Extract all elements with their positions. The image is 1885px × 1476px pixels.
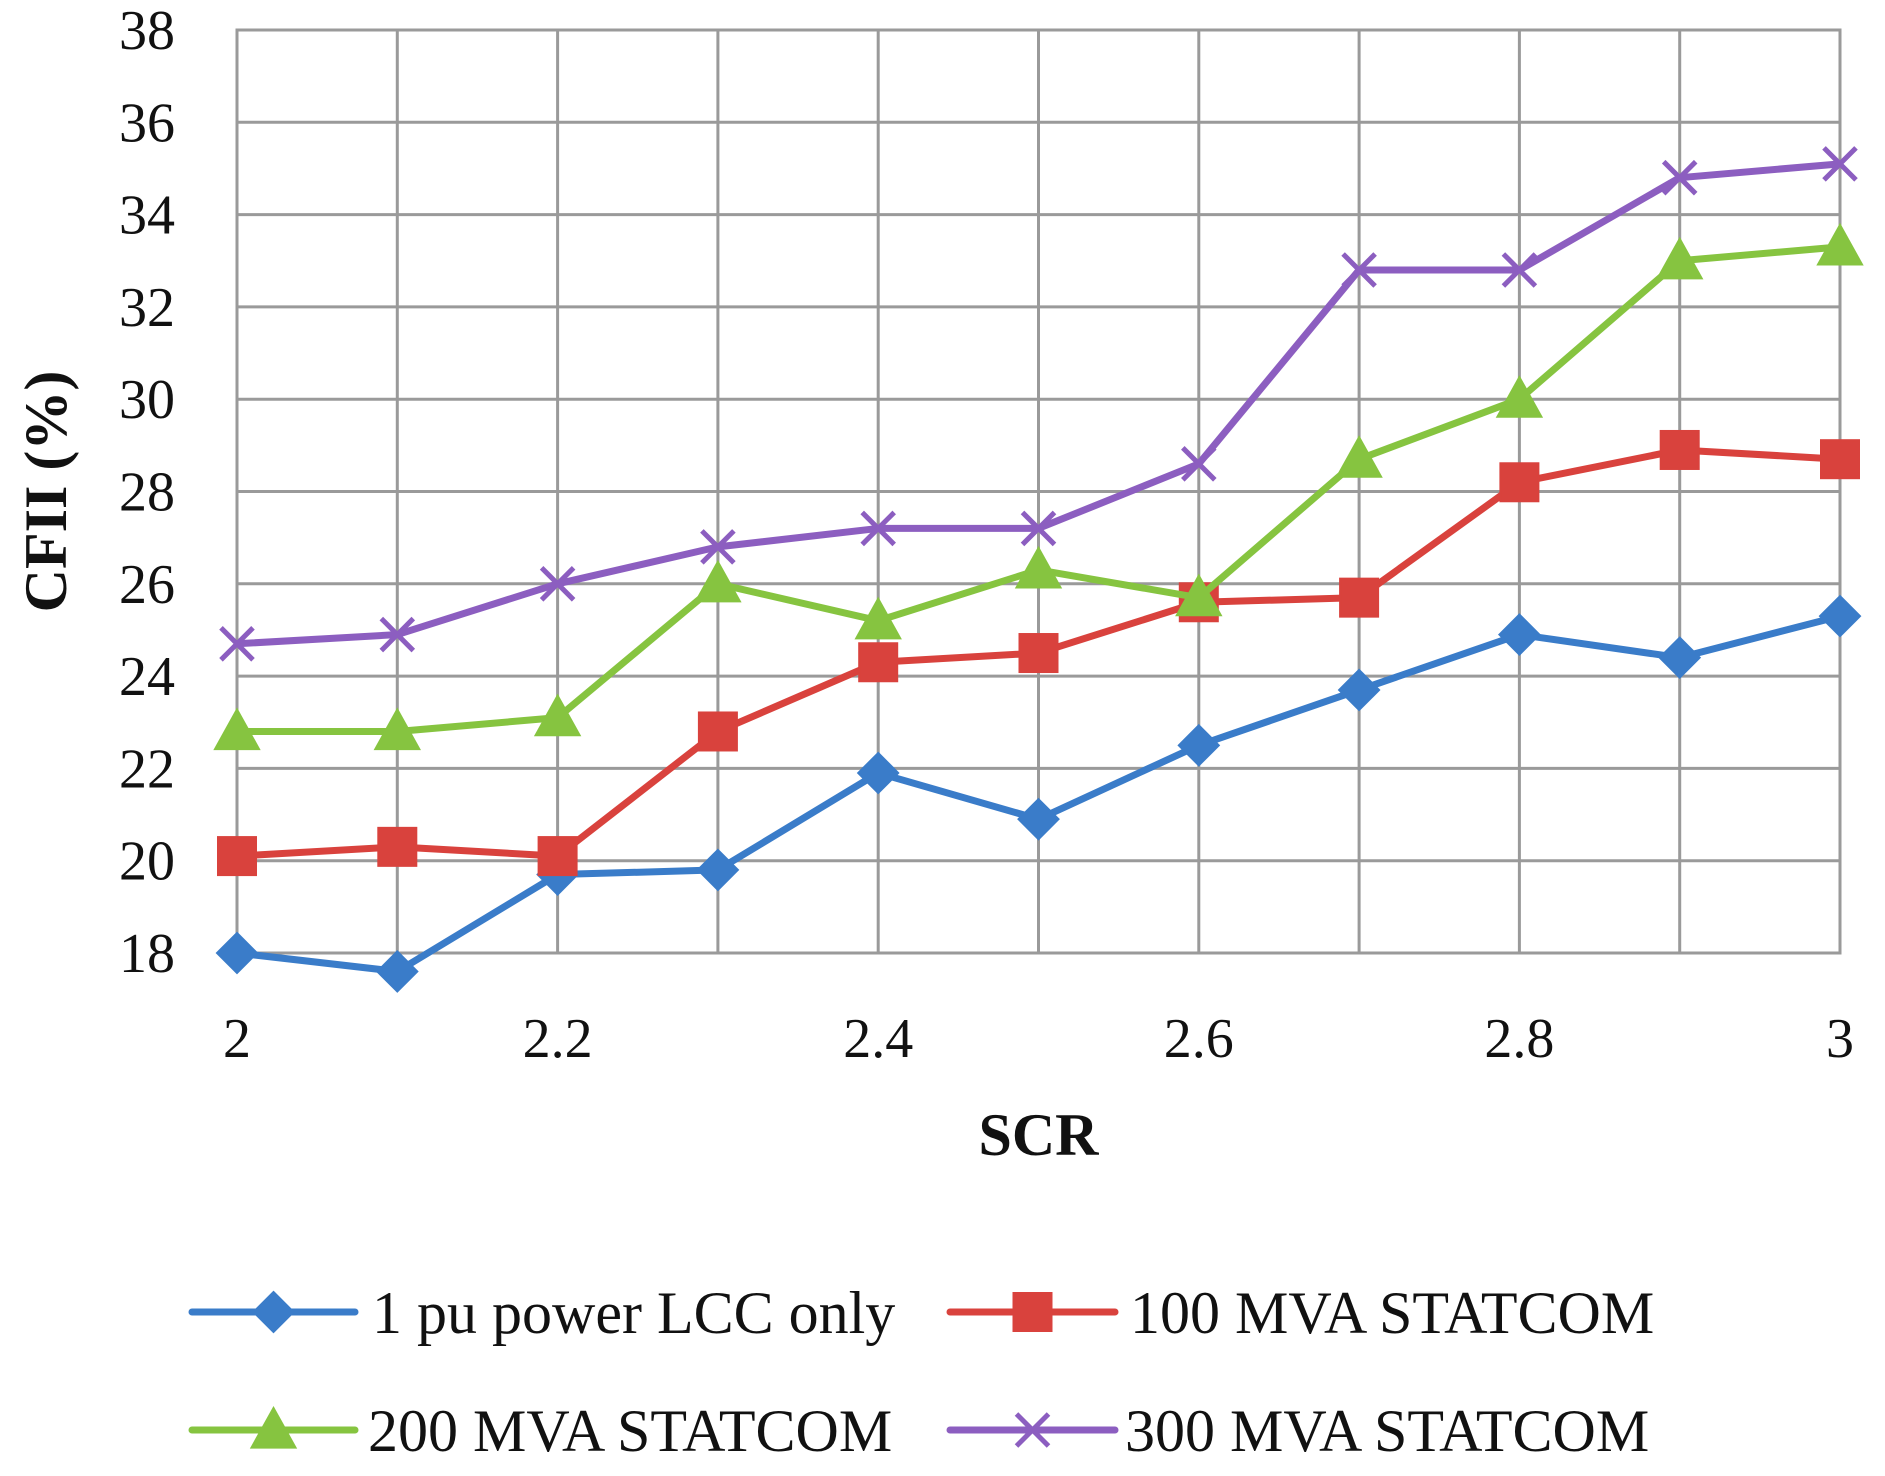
data-point (539, 566, 576, 602)
data-point (1177, 723, 1221, 767)
data-point (1181, 446, 1217, 482)
legend-item: 300 MVA STATCOM (946, 1398, 1649, 1464)
legend-label: 300 MVA STATCOM (1125, 1398, 1649, 1464)
legend-item: 1 pu power LCC only (188, 1280, 895, 1346)
legend: 1 pu power LCC only 100 MVA STATCOM 200 MV… (188, 1280, 1654, 1464)
x-tick-label: 2.8 (1484, 1008, 1554, 1070)
data-point (377, 826, 418, 867)
y-tick-label: 26 (119, 554, 175, 616)
data-point (375, 950, 419, 993)
data-point (1497, 613, 1541, 656)
y-tick-label: 30 (119, 369, 175, 431)
data-point (213, 707, 261, 751)
data-point (1822, 146, 1858, 182)
data-point (1341, 252, 1377, 288)
x-tick-label: 2.4 (843, 1008, 913, 1070)
data-point (860, 510, 896, 547)
y-tick-label: 36 (119, 92, 175, 154)
grid (235, 28, 1842, 955)
legend-marker (1014, 1412, 1051, 1448)
data-point (854, 596, 902, 640)
y-tick-label: 38 (119, 0, 175, 62)
data-point (215, 931, 259, 975)
x-axis-title: SCR (978, 1102, 1099, 1168)
legend-marker (252, 1290, 295, 1334)
y-axis-title: CFII (%) (13, 371, 79, 613)
legend-label: 1 pu power LCC only (372, 1280, 895, 1346)
legend-marker (249, 1405, 298, 1449)
axes: 18 20 22 24 26 28 30 32 34 36 38 2 2.2 2.4 2.6 2.8 3 SCR C… (13, 0, 1854, 1168)
series-3 (213, 222, 1864, 751)
data-point (856, 751, 900, 795)
data-point (1656, 236, 1704, 280)
data-point (1818, 594, 1862, 638)
data-point (1017, 797, 1060, 841)
legend-item: 200 MVA STATCOM (188, 1398, 892, 1464)
data-point (1499, 462, 1540, 503)
data-point (217, 836, 257, 877)
legend-label: 100 MVA STATCOM (1130, 1280, 1654, 1346)
data-point (1820, 439, 1860, 480)
data-point (373, 707, 421, 751)
data-point (533, 693, 582, 737)
x-tick-label: 2.6 (1164, 1008, 1234, 1070)
x-tick-label: 2.2 (523, 1008, 593, 1070)
data-point (1337, 668, 1381, 712)
data-point (1501, 252, 1538, 288)
y-tick-label: 22 (119, 738, 175, 800)
data-point (696, 848, 740, 892)
data-point (1020, 510, 1057, 547)
y-tick-label: 20 (119, 831, 175, 893)
data-point (858, 642, 899, 683)
data-point (1335, 435, 1383, 478)
y-tick-label: 32 (119, 277, 175, 339)
data-point (694, 559, 742, 603)
data-point (1658, 636, 1702, 680)
data-point (537, 836, 578, 877)
legend-label: 200 MVA STATCOM (368, 1398, 892, 1464)
y-tick-label: 34 (119, 185, 175, 247)
legend-item: 100 MVA STATCOM (946, 1280, 1654, 1346)
x-tick-label: 3 (1826, 1008, 1854, 1070)
data-point (700, 529, 736, 565)
y-tick-label: 28 (119, 462, 175, 524)
data-point (1018, 633, 1059, 674)
data-point (1175, 573, 1223, 617)
data-point (1661, 159, 1698, 196)
data-point (1014, 545, 1063, 589)
data-point (1339, 577, 1380, 618)
data-point (1816, 222, 1864, 266)
data-point (219, 626, 255, 662)
y-tick-label: 24 (119, 646, 175, 708)
legend-marker (1012, 1292, 1053, 1332)
series-group (213, 146, 1864, 993)
data-point (1495, 375, 1544, 418)
data-point (697, 711, 738, 752)
data-point (1659, 429, 1700, 470)
series-4 (219, 146, 1858, 662)
x-tick-label: 2 (223, 1008, 251, 1070)
y-tick-label: 18 (119, 923, 175, 985)
data-point (379, 616, 416, 653)
